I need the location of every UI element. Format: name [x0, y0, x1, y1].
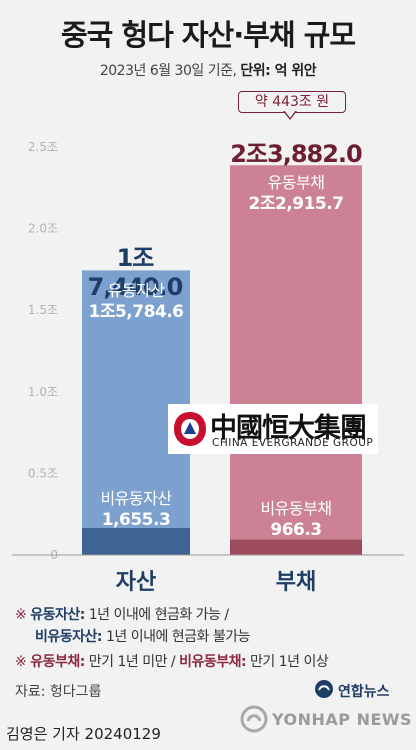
asset-current-label: 유동자산 1조5,784.6 [82, 280, 190, 323]
asset-noncurrent-value: 1,655.3 [101, 510, 171, 530]
liab-noncurrent-name: 비유동부채 [260, 499, 332, 518]
source-text: 자료: 헝다그룹 [15, 684, 102, 700]
bar-liab-current [230, 165, 362, 540]
liab-current-label: 유동부채 2조2,915.7 [230, 172, 362, 215]
yonhap-english: YONHAP NEWS [272, 710, 413, 729]
logo-chinese-text: 中國恒大集團 [210, 413, 367, 444]
liab-current-value: 2조2,915.7 [248, 194, 344, 214]
category-asset: 자산 [115, 570, 157, 595]
liab-noncurrent-label: 비유동부채 966.3 [230, 498, 362, 541]
bar-asset-noncurrent [82, 527, 190, 555]
bar-asset-current [82, 270, 190, 528]
bar-chart: 00.5조1.0조1.5조2.0조2.5조 [12, 140, 404, 562]
asset-current-name: 유동자산 [107, 281, 165, 300]
y-tick-label: 1.0조 [28, 385, 58, 399]
asset-total-label: 1조7,440.0 [87, 244, 184, 301]
bar-liab-noncurrent [230, 539, 362, 555]
subtitle: 2023년 6월 30일 기준, 단위: 억 위안 [0, 60, 416, 80]
bar-group [82, 165, 362, 555]
note-line-3: ※ 유동부채: 만기 1년 미만 / 비유동부채: 만기 1년 이상 [15, 654, 329, 670]
category-liab: 부채 [275, 570, 317, 595]
subtitle-date: 2023년 6월 30일 기준, [99, 63, 241, 79]
y-tick-label: 2.5조 [28, 140, 58, 154]
subtitle-unit: 단위: 억 위안 [240, 63, 317, 79]
evergrande-logo-icon [174, 412, 206, 446]
evergrande-logo: 中國恒大集團 CHINA EVERGRANDE GROUP [168, 404, 378, 454]
asset-noncurrent-label: 비유동자산 1,655.3 [82, 488, 190, 531]
liab-total-label: 2조3,882.0 [230, 140, 363, 168]
liab-current-name: 유동부채 [267, 173, 325, 192]
liab-noncurrent-value: 966.3 [270, 520, 322, 540]
asset-current-value: 1조5,784.6 [88, 302, 184, 322]
y-tick-label: 2.0조 [28, 222, 58, 236]
note-line-2: 비유동자산: 1년 이내에 현금화 불가능 [35, 629, 251, 645]
callout-tail-inner [284, 110, 296, 118]
byline: 김영은 기자 20240129 [6, 725, 161, 743]
yonhap-watermark-icon [240, 705, 268, 733]
callout-krw: 약 443조 원 [238, 91, 346, 113]
y-axis: 00.5조1.0조1.5조2.0조2.5조 [28, 140, 58, 562]
y-tick-label: 1.5조 [28, 303, 58, 317]
yonhap-korean: 연합뉴스 [338, 684, 390, 700]
asset-noncurrent-name: 비유동자산 [100, 489, 172, 508]
page-title: 중국 헝다 자산·부채 규모 [60, 18, 356, 52]
y-tick-label: 0.5조 [28, 466, 58, 480]
yonhap-logo-icon [315, 680, 333, 698]
logo-english-text: CHINA EVERGRANDE GROUP [212, 437, 374, 449]
note-line-1: ※ 유동자산: 1년 이내에 현금화 가능 / [15, 607, 229, 623]
